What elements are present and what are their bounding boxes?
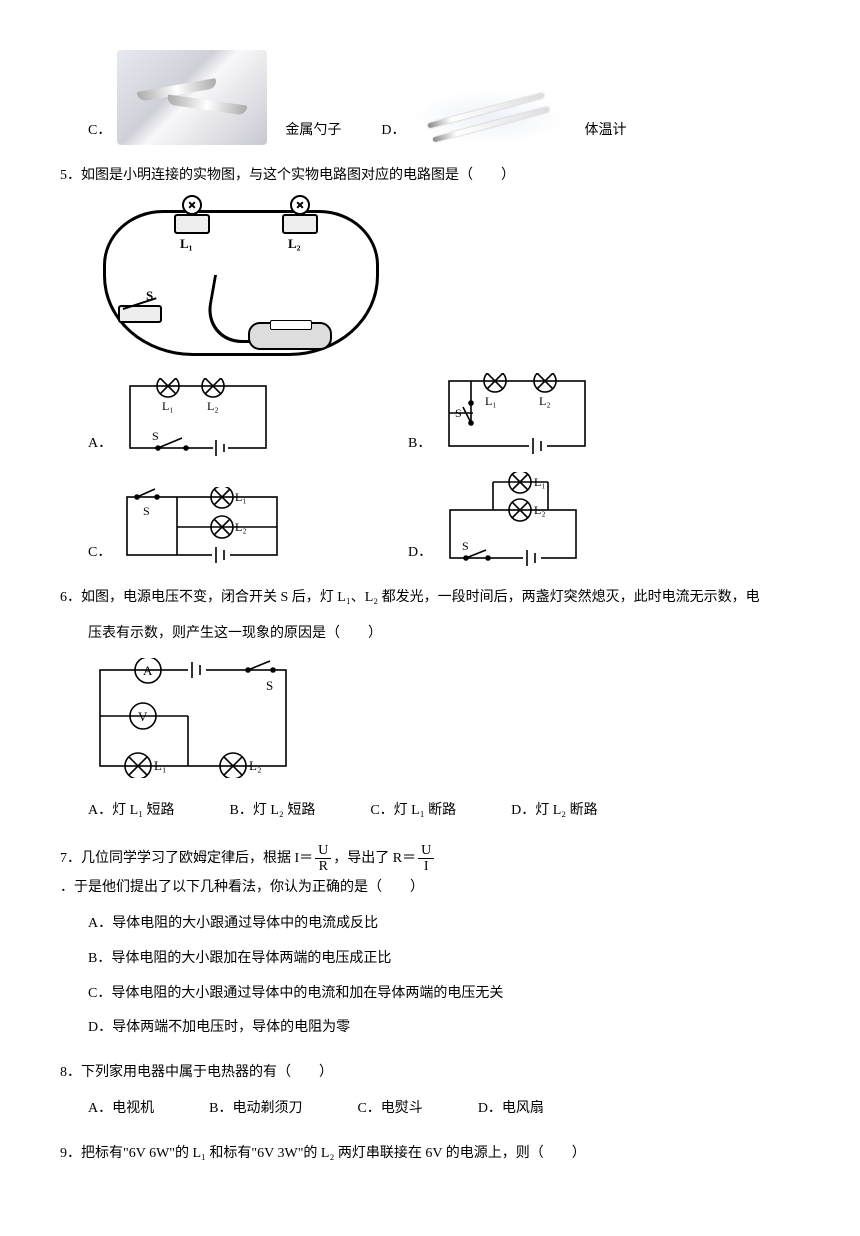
q8-opt-d: D．电风扇 bbox=[478, 1096, 544, 1123]
q4-c-text: 金属勺子 bbox=[285, 118, 341, 145]
q5: 5．如图是小明连接的实物图，与这个实物电路图对应的电路图是（ ） L₁ L₂ S… bbox=[60, 163, 800, 567]
svg-text:S: S bbox=[143, 504, 150, 518]
q5-schem-a: L₁ L₂ S bbox=[118, 378, 278, 458]
q6: 6．如图，电源电压不变，闭合开关 S 后，灯 L₁、L₂ 都发光，一段时间后，两… bbox=[60, 585, 800, 825]
q9-num: 9． bbox=[60, 1146, 81, 1161]
svg-text:L₁: L₁ bbox=[485, 394, 497, 408]
q4-options-tail: C． 金属勺子 D． 体温计 bbox=[60, 50, 800, 145]
q4-d-text: 体温计 bbox=[584, 118, 626, 145]
q7-num: 7． bbox=[60, 851, 81, 866]
q5-d-letter: D． bbox=[408, 540, 432, 567]
thermometer-image bbox=[411, 90, 566, 145]
q5-c-letter: C． bbox=[88, 540, 111, 567]
svg-text:L₂: L₂ bbox=[207, 399, 219, 413]
q7-opt-d: D．导体两端不加电压时，导体的电阻为零 bbox=[88, 1015, 800, 1042]
svg-text:S: S bbox=[462, 539, 469, 553]
q5-option-a: A． L₁ L₂ S bbox=[88, 373, 408, 458]
svg-text:L₂: L₂ bbox=[534, 503, 546, 517]
q5-num: 5． bbox=[60, 168, 81, 183]
q8-text: 8．下列家用电器中属于电热器的有（ ） bbox=[60, 1060, 800, 1087]
q7-opt-c: C．导体电阻的大小跟通过导体中的电流和加在导体两端的电压无关 bbox=[88, 981, 800, 1008]
q5-row-ab: A． L₁ L₂ S bbox=[88, 373, 800, 458]
q6-l2-label: L₂ bbox=[249, 758, 261, 773]
q6-l1-label: L₁ bbox=[154, 758, 166, 773]
q5-schem-c: S L₁ L₂ bbox=[117, 487, 287, 567]
q7-opt-a: A．导体电阻的大小跟通过导体中的电流成反比 bbox=[88, 911, 800, 938]
q6-opt-b: B．灯 L₂ 短路 bbox=[230, 798, 316, 825]
q6-body1: 如图，电源电压不变，闭合开关 S 后，灯 L₁、L₂ 都发光，一段时间后，两盏灯… bbox=[81, 590, 760, 605]
q4-option-c: C． 金属勺子 bbox=[88, 50, 341, 145]
q4-c-letter: C． bbox=[88, 118, 111, 145]
q8-options: A．电视机 B．电动剃须刀 C．电熨斗 D．电风扇 bbox=[88, 1096, 800, 1123]
q9: 9．把标有"6V 6W"的 L₁ 和标有"6V 3W"的 L₂ 两灯串联接在 6… bbox=[60, 1141, 800, 1168]
svg-text:L₂: L₂ bbox=[235, 520, 247, 534]
q7-opt-b: B．导体电阻的大小跟加在导体两端的电压成正比 bbox=[88, 946, 800, 973]
q5-text: 5．如图是小明连接的实物图，与这个实物电路图对应的电路图是（ ） bbox=[60, 163, 800, 190]
q7-frac2: UI bbox=[418, 843, 434, 875]
q8-opt-b: B．电动剃须刀 bbox=[209, 1096, 302, 1123]
q5-b-letter: B． bbox=[408, 431, 431, 458]
q7-frac1: UR bbox=[315, 843, 331, 875]
q5-option-c: C． S L₁ L₂ bbox=[88, 472, 408, 567]
q5-option-d: D． L₁ L₂ S bbox=[408, 472, 588, 567]
q8-body: 下列家用电器中属于电热器的有（ ） bbox=[81, 1065, 333, 1080]
svg-text:L₂: L₂ bbox=[539, 394, 551, 408]
svg-text:S: S bbox=[152, 429, 159, 443]
q7-tb: ，导出了 R＝ bbox=[333, 851, 416, 866]
q8-num: 8． bbox=[60, 1065, 81, 1080]
q7-tc: ．于是他们提出了以下几种看法，你认为正确的是（ ） bbox=[60, 880, 424, 895]
q6-options: A．灯 L₁ 短路 B．灯 L₂ 短路 C．灯 L₁ 断路 D．灯 L₂ 断路 bbox=[88, 798, 800, 825]
q5-schem-b: L₁ L₂ S bbox=[437, 373, 597, 458]
q5-phys-l2: L₂ bbox=[288, 232, 301, 257]
q4-d-letter: D． bbox=[381, 118, 405, 145]
q8-opt-c: C．电熨斗 bbox=[357, 1096, 422, 1123]
q8: 8．下列家用电器中属于电热器的有（ ） A．电视机 B．电动剃须刀 C．电熨斗 … bbox=[60, 1060, 800, 1123]
svg-text:L₁: L₁ bbox=[534, 475, 546, 489]
q6-text: 6．如图，电源电压不变，闭合开关 S 后，灯 L₁、L₂ 都发光，一段时间后，两… bbox=[60, 585, 800, 612]
q6-opt-c: C．灯 L₁ 断路 bbox=[370, 798, 456, 825]
q5-body: 如图是小明连接的实物图，与这个实物电路图对应的电路图是（ ） bbox=[81, 168, 515, 183]
q6-opt-d: D．灯 L₂ 断路 bbox=[511, 798, 598, 825]
svg-text:S: S bbox=[455, 406, 462, 420]
svg-text:L₁: L₁ bbox=[235, 490, 247, 504]
q4-option-d: D． 体温计 bbox=[381, 50, 626, 145]
q7-text: 7．几位同学学习了欧姆定律后，根据 I＝UR，导出了 R＝UI ．于是他们提出了以… bbox=[60, 843, 800, 901]
q9-body: 把标有"6V 6W"的 L₁ 和标有"6V 3W"的 L₂ 两灯串联接在 6V … bbox=[81, 1146, 586, 1161]
q5-option-b: B． bbox=[408, 373, 597, 458]
svg-text:V: V bbox=[138, 709, 148, 724]
q5-phys-l1: L₁ bbox=[180, 232, 193, 257]
q6-num: 6． bbox=[60, 590, 81, 605]
spoons-image bbox=[117, 50, 267, 145]
q5-a-letter: A． bbox=[88, 431, 112, 458]
q5-row-cd: C． S L₁ L₂ bbox=[88, 472, 800, 567]
q5-phys-s: S bbox=[146, 284, 153, 309]
svg-text:A: A bbox=[143, 663, 153, 678]
q6-s-label: S bbox=[266, 678, 273, 693]
q5-physical-circuit: L₁ L₂ S bbox=[88, 200, 388, 355]
q7-ta: 几位同学学习了欧姆定律后，根据 I＝ bbox=[81, 851, 313, 866]
q6-opt-a: A．灯 L₁ 短路 bbox=[88, 798, 175, 825]
q9-text: 9．把标有"6V 6W"的 L₁ 和标有"6V 3W"的 L₂ 两灯串联接在 6… bbox=[60, 1141, 800, 1168]
q8-opt-a: A．电视机 bbox=[88, 1096, 154, 1123]
q6-circuit: A V S L₁ L₂ bbox=[88, 658, 298, 778]
q5-schem-d: L₁ L₂ S bbox=[438, 472, 588, 567]
q6-text2: 压表有示数，则产生这一现象的原因是（ ） bbox=[60, 621, 800, 648]
q7-options: A．导体电阻的大小跟通过导体中的电流成反比 B．导体电阻的大小跟加在导体两端的电… bbox=[60, 911, 800, 1041]
q7: 7．几位同学学习了欧姆定律后，根据 I＝UR，导出了 R＝UI ．于是他们提出了以… bbox=[60, 843, 800, 1042]
svg-text:L₁: L₁ bbox=[162, 399, 174, 413]
